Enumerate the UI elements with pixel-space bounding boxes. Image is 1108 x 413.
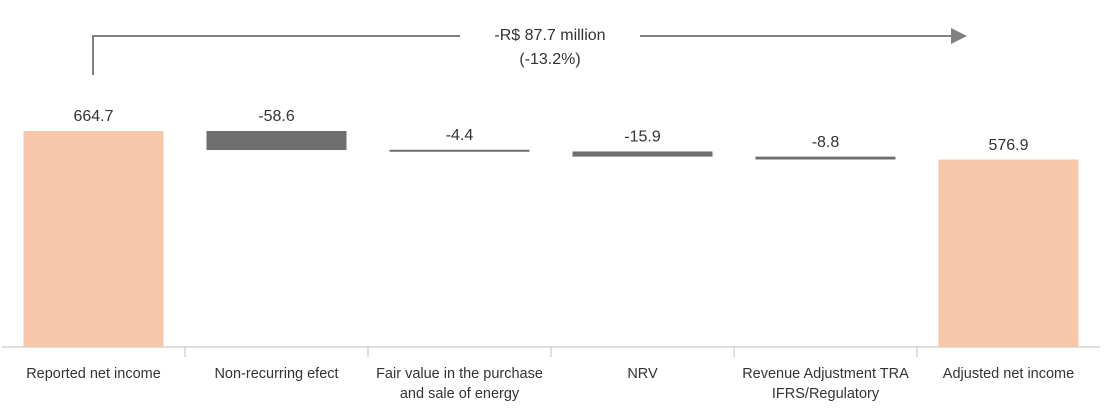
value-label: -4.4 [446,127,474,144]
x-tick-label: Adjusted net income [942,366,1075,382]
annotation: (-13.2%) [519,51,580,68]
bar [755,156,896,160]
value-label: -58.6 [258,108,295,125]
value-label: -8.8 [812,134,840,151]
x-tick-label: Fair value in the purchase and sale of e… [376,366,543,402]
bar [572,151,713,157]
value-label: 576.9 [988,137,1028,154]
change-arrow [92,36,965,75]
bar [206,131,347,151]
x-tick-label: Reported net income [26,366,161,382]
bar [389,149,530,152]
x-tick-label: Revenue Adjustment TRA IFRS/Regulatory [742,366,909,402]
bar [938,159,1079,347]
value-label: -15.9 [624,129,661,146]
value-label: 664.7 [73,108,113,125]
x-tick-label: Non-recurring efect [214,366,339,382]
bar [23,131,164,347]
annotation: -R$ 87.7 million [494,27,605,44]
x-tick-label: NRV [627,366,658,382]
